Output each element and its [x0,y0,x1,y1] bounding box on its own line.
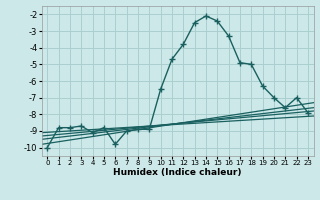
X-axis label: Humidex (Indice chaleur): Humidex (Indice chaleur) [113,168,242,177]
